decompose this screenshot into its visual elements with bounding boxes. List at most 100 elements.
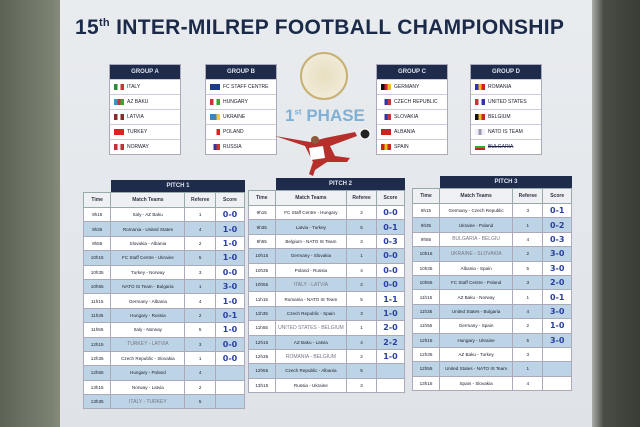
time-cell: 11h15: [248, 291, 276, 307]
pitch-header: PITCH 2: [276, 178, 405, 190]
score-cell: [542, 375, 572, 392]
flag-icon: [210, 129, 220, 135]
table-row: 9h35 Romania - United States 4 1-0: [82, 221, 245, 237]
referee-cell: 3: [512, 274, 544, 291]
time-cell: 9h15: [411, 202, 441, 219]
referee-cell: 4: [184, 221, 216, 237]
referee-cell: 5: [346, 219, 377, 235]
table-row: 9h15 FC Staff Centre - Hungary 2 0-0: [248, 204, 406, 221]
match-teams-cell: Albania - Spain: [439, 260, 514, 276]
column-header: Score: [542, 188, 572, 204]
time-cell: 11h55: [411, 318, 441, 334]
referee-cell: 2: [184, 235, 216, 252]
match-teams-cell: Germany - Albania: [110, 293, 186, 309]
emblem-logo: [300, 52, 348, 100]
group-team: HUNGARY: [206, 94, 276, 109]
match-teams-cell: NATO IS Team - Bulgaria: [110, 278, 186, 295]
flag-icon: [475, 144, 485, 150]
match-teams-cell: AZ Baku - Turkey: [439, 346, 514, 363]
match-teams-cell: UKRAINE - SLOVAKIA: [439, 246, 514, 262]
match-teams-cell: ROMANIA - BELGIUM: [274, 348, 348, 365]
table-row: 10h35 Albania - Spain 5 3-0: [411, 260, 572, 276]
flag-icon: [381, 129, 391, 135]
time-cell: 11h55: [248, 320, 276, 336]
match-teams-cell: FC Staff Centre - Hungary: [274, 204, 348, 221]
score-cell: 2-2: [375, 334, 406, 350]
team-name: BULGARIA: [488, 144, 514, 150]
pitch-2-table: PITCH 2 Time Match Teams Referee Score 9h15 FC…: [248, 178, 406, 394]
score-cell: 0-3: [375, 233, 406, 250]
group-team: TURKEY: [110, 124, 180, 139]
score-cell: [215, 394, 245, 410]
group-header: GROUP A: [110, 65, 180, 79]
table-row: 13h35 ITALY - TURKEY 5: [82, 394, 245, 410]
table-row: 11h35 Hungary - Russia 2 0-1: [82, 307, 245, 324]
score-cell: 1-1: [375, 291, 406, 307]
table-row: 11h15 Romania - NATO IS Team 5 1-1: [248, 291, 406, 307]
time-cell: 10h15: [248, 248, 276, 264]
group-team: UKRAINE: [206, 109, 276, 124]
column-header: Referee: [512, 188, 544, 204]
table-row: 13h15 Russia - Ukraine 3: [248, 377, 406, 394]
score-cell: 1-0: [375, 348, 406, 365]
referee-cell: 5: [184, 394, 216, 410]
time-cell: 10h15: [82, 250, 112, 266]
football-player-image: [275, 128, 371, 176]
match-teams-cell: ITALY - LATVIA: [274, 276, 348, 293]
time-cell: 10h55: [248, 276, 276, 293]
score-cell: 0-0: [375, 262, 406, 278]
flag-icon: [114, 84, 124, 90]
referee-cell: 1: [184, 206, 216, 223]
match-teams-cell: Russia - Ukraine: [274, 377, 348, 394]
flag-icon: [114, 144, 124, 150]
match-teams-cell: BULGARIA - BELGIU: [439, 231, 514, 248]
match-teams-cell: Romania - United States: [110, 221, 186, 237]
title-number: 15: [75, 16, 99, 39]
referee-cell: 2: [512, 246, 544, 262]
score-cell: 1-0: [215, 221, 245, 237]
score-cell: 3-0: [542, 260, 572, 276]
table-row: 12h15 Hungary - Ukraine 5 3-0: [411, 332, 572, 348]
score-cell: 0-0: [375, 276, 406, 293]
referee-cell: 4: [512, 375, 544, 392]
score-cell: 0-0: [215, 350, 245, 367]
table-row: 11h55 Italy - Norway 5 1-0: [82, 322, 245, 338]
group-team: SLOVAKIA: [377, 109, 447, 124]
match-teams-cell: FC Staff Centre - Ukraine: [110, 250, 186, 266]
referee-cell: 1: [512, 361, 544, 377]
match-teams-cell: Poland - Russia: [274, 262, 348, 278]
team-name: UKRAINE: [223, 114, 246, 120]
flag-icon: [114, 99, 124, 105]
referee-cell: 1: [512, 289, 544, 305]
time-cell: 10h35: [248, 262, 276, 278]
flag-icon: [114, 129, 124, 135]
time-cell: 12h15: [248, 334, 276, 350]
match-teams-cell: AZ Baku - Norway: [439, 289, 514, 305]
table-row: 10h55 FC Staff Centre - Poland 3 2-0: [411, 274, 572, 291]
score-cell: [215, 365, 245, 381]
time-cell: 12h55: [82, 365, 112, 381]
referee-cell: 3: [346, 305, 377, 322]
flag-icon: [381, 114, 391, 120]
table-row: 10h15 Germany - Slovakia 1 0-0: [248, 248, 406, 264]
score-cell: 1-0: [215, 235, 245, 252]
referee-cell: 2: [346, 204, 377, 221]
match-teams-cell: Latvia - Turkey: [274, 219, 348, 235]
time-cell: 9h35: [411, 217, 441, 233]
match-teams-cell: Romania - NATO IS Team: [274, 291, 348, 307]
score-cell: 0-1: [542, 202, 572, 219]
match-teams-cell: Norway - Latvia: [110, 379, 186, 396]
match-teams-cell: Turkey - Norway: [110, 264, 186, 280]
team-name: POLAND: [223, 129, 244, 135]
time-cell: 13h15: [411, 375, 441, 392]
team-name: UNITED STATES: [488, 99, 527, 105]
time-cell: 12h15: [82, 336, 112, 352]
group-team: NORWAY: [110, 139, 180, 154]
team-name: FC STAFF CENTRE: [223, 84, 269, 90]
group-header: GROUP D: [471, 65, 541, 79]
team-name: BELGIUM: [488, 114, 511, 120]
flag-icon: [210, 144, 220, 150]
referee-cell: 2: [346, 348, 377, 365]
time-cell: 11h35: [82, 307, 112, 324]
referee-cell: 1: [184, 278, 216, 295]
